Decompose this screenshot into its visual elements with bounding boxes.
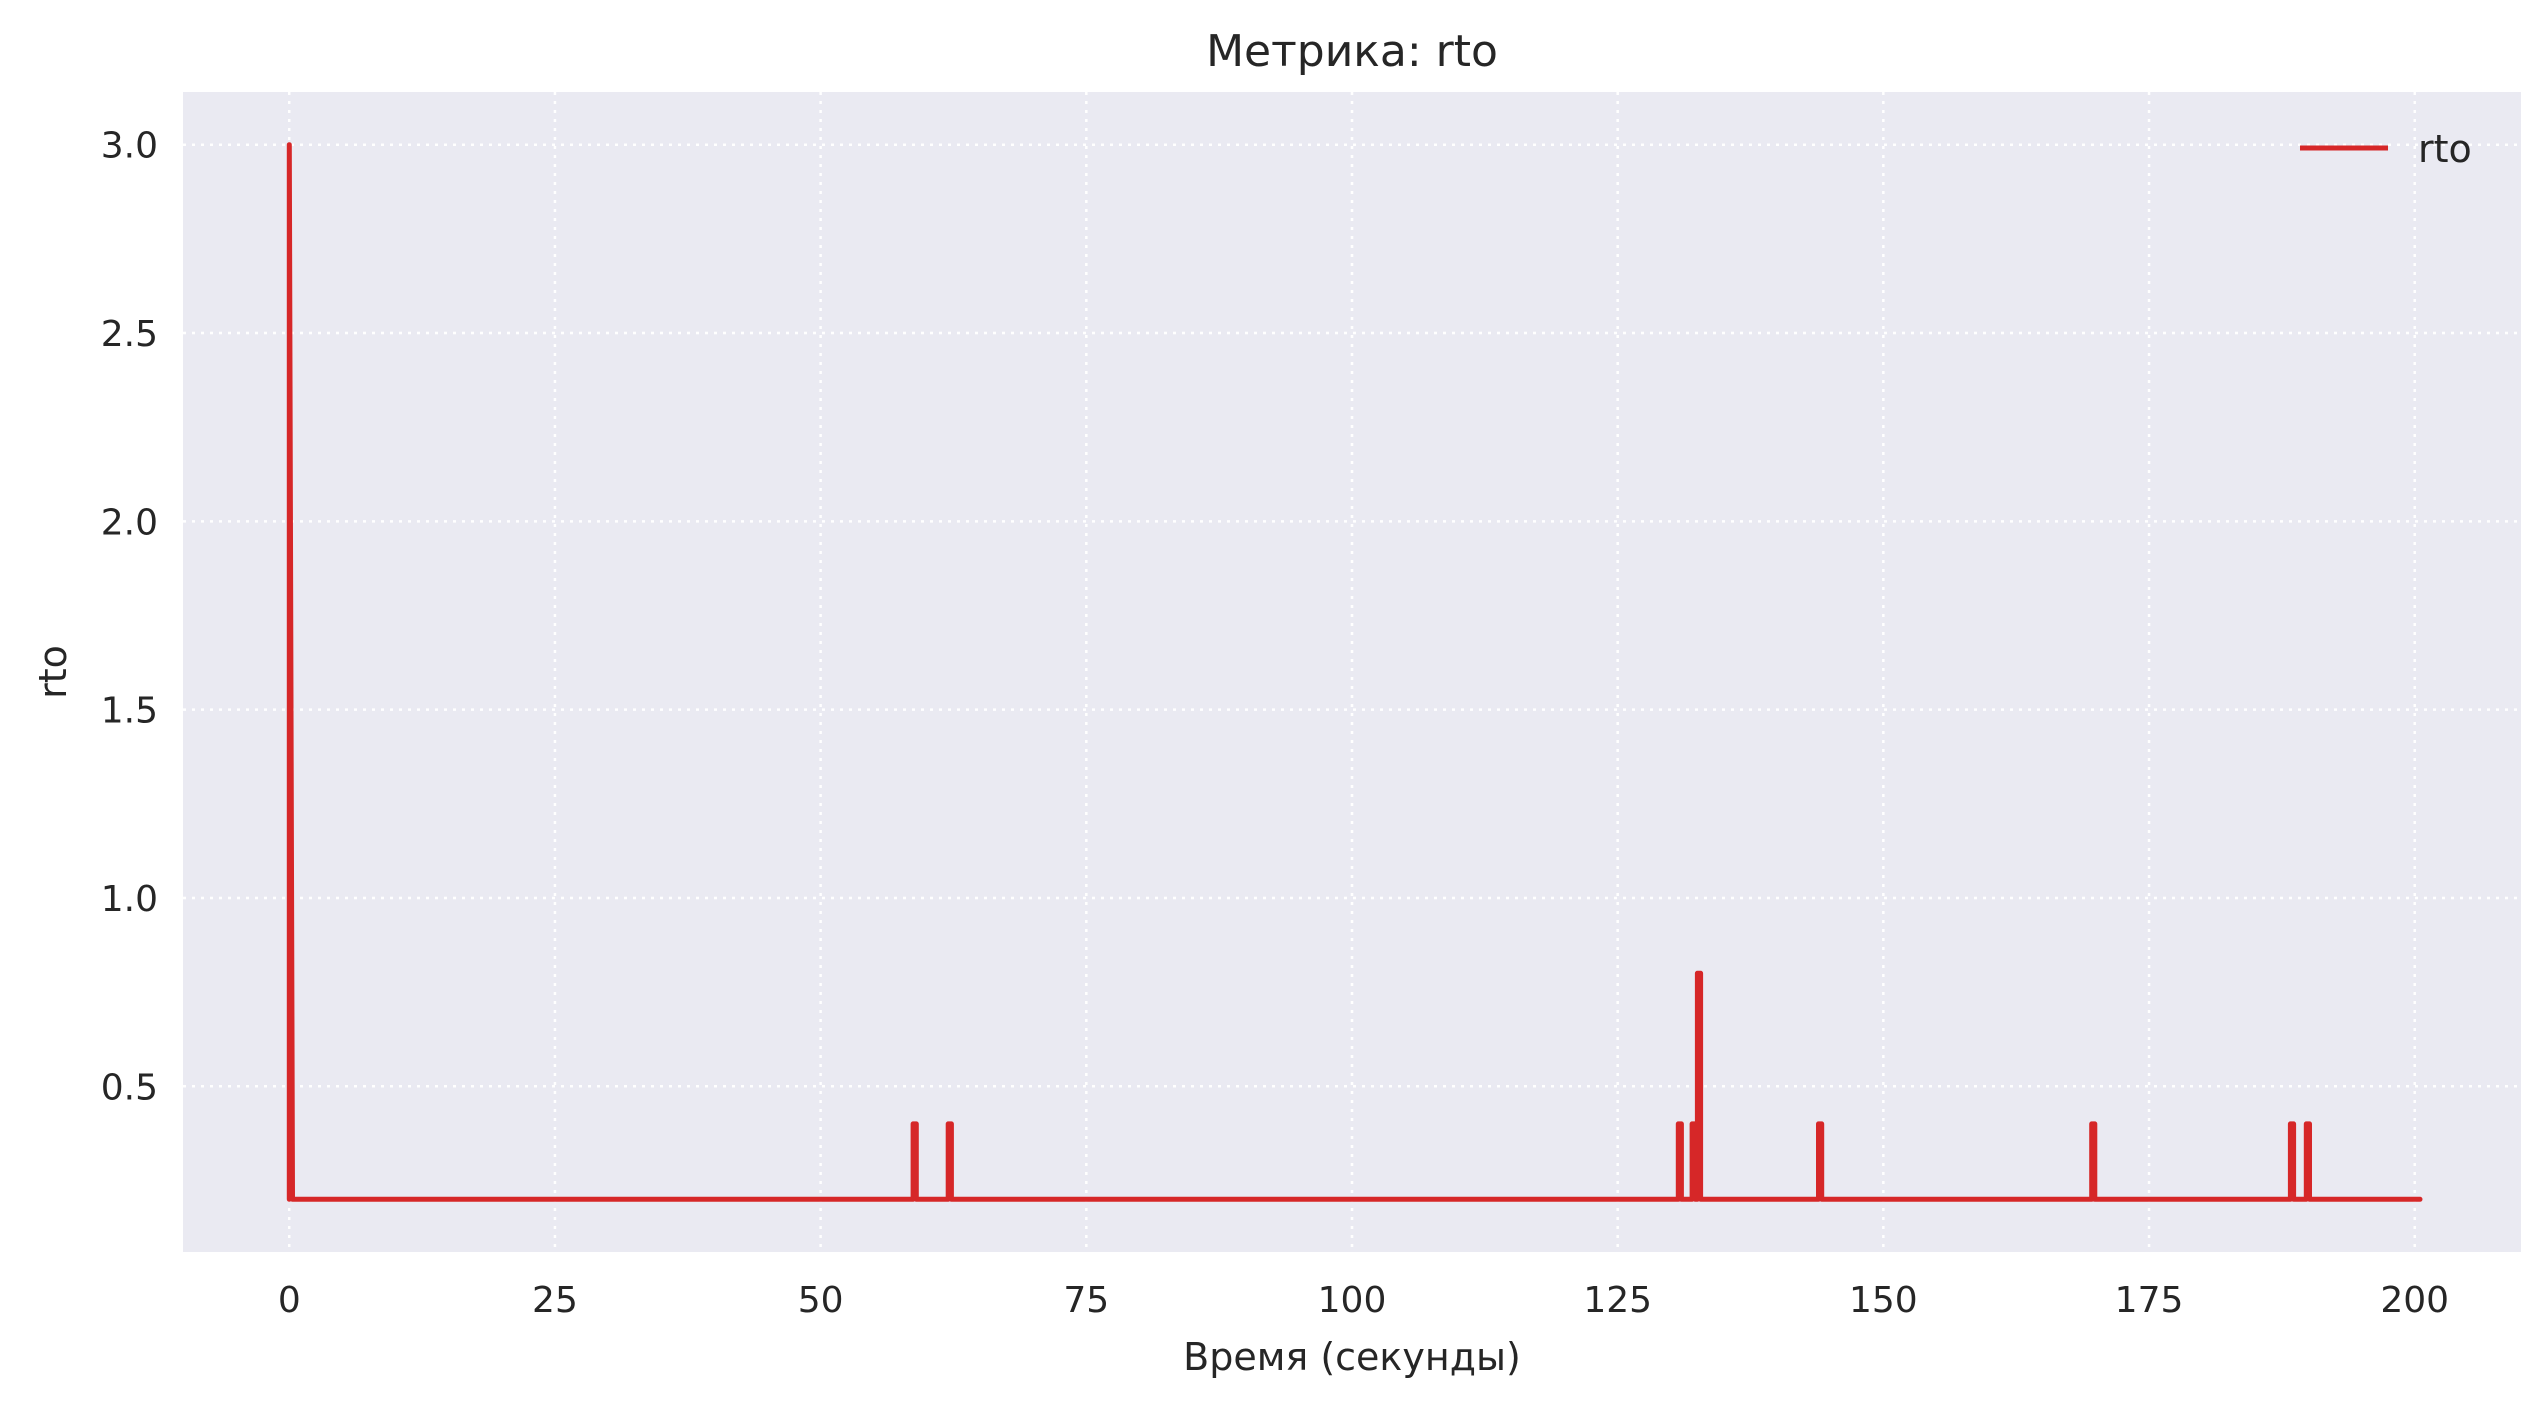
x-tick-label: 50	[798, 1280, 844, 1321]
plot-area	[183, 92, 2521, 1252]
y-tick-label: 2.5	[101, 314, 158, 355]
y-tick-label: 3.0	[101, 126, 158, 167]
y-tick-label: 2.0	[101, 502, 158, 543]
x-tick-label: 100	[1318, 1280, 1387, 1321]
legend: rto	[2300, 127, 2472, 171]
x-axis-label: Время (секунды)	[1183, 1335, 1521, 1379]
x-axis-ticks: 0 25 50 75 100 125 150 175 200	[278, 1280, 2449, 1321]
x-tick-label: 175	[2115, 1280, 2184, 1321]
x-tick-label: 25	[532, 1280, 578, 1321]
grid	[183, 92, 2521, 1252]
legend-label-rto: rto	[2418, 127, 2472, 171]
y-tick-label: 0.5	[101, 1067, 158, 1108]
y-tick-label: 1.0	[101, 879, 158, 920]
x-tick-label: 125	[1583, 1280, 1652, 1321]
y-axis-ticks: 0.5 1.0 1.5 2.0 2.5 3.0	[101, 126, 158, 1109]
y-tick-label: 1.5	[101, 691, 158, 732]
y-axis-label: rto	[31, 645, 75, 699]
x-tick-label: 75	[1063, 1280, 1109, 1321]
series-layer	[286, 142, 2423, 1202]
x-tick-label: 150	[1849, 1280, 1918, 1321]
x-tick-label: 200	[2380, 1280, 2449, 1321]
x-tick-label: 0	[278, 1280, 301, 1321]
chart-title: Метрика: rto	[1206, 26, 1498, 77]
series-line-rto	[286, 142, 2423, 1202]
